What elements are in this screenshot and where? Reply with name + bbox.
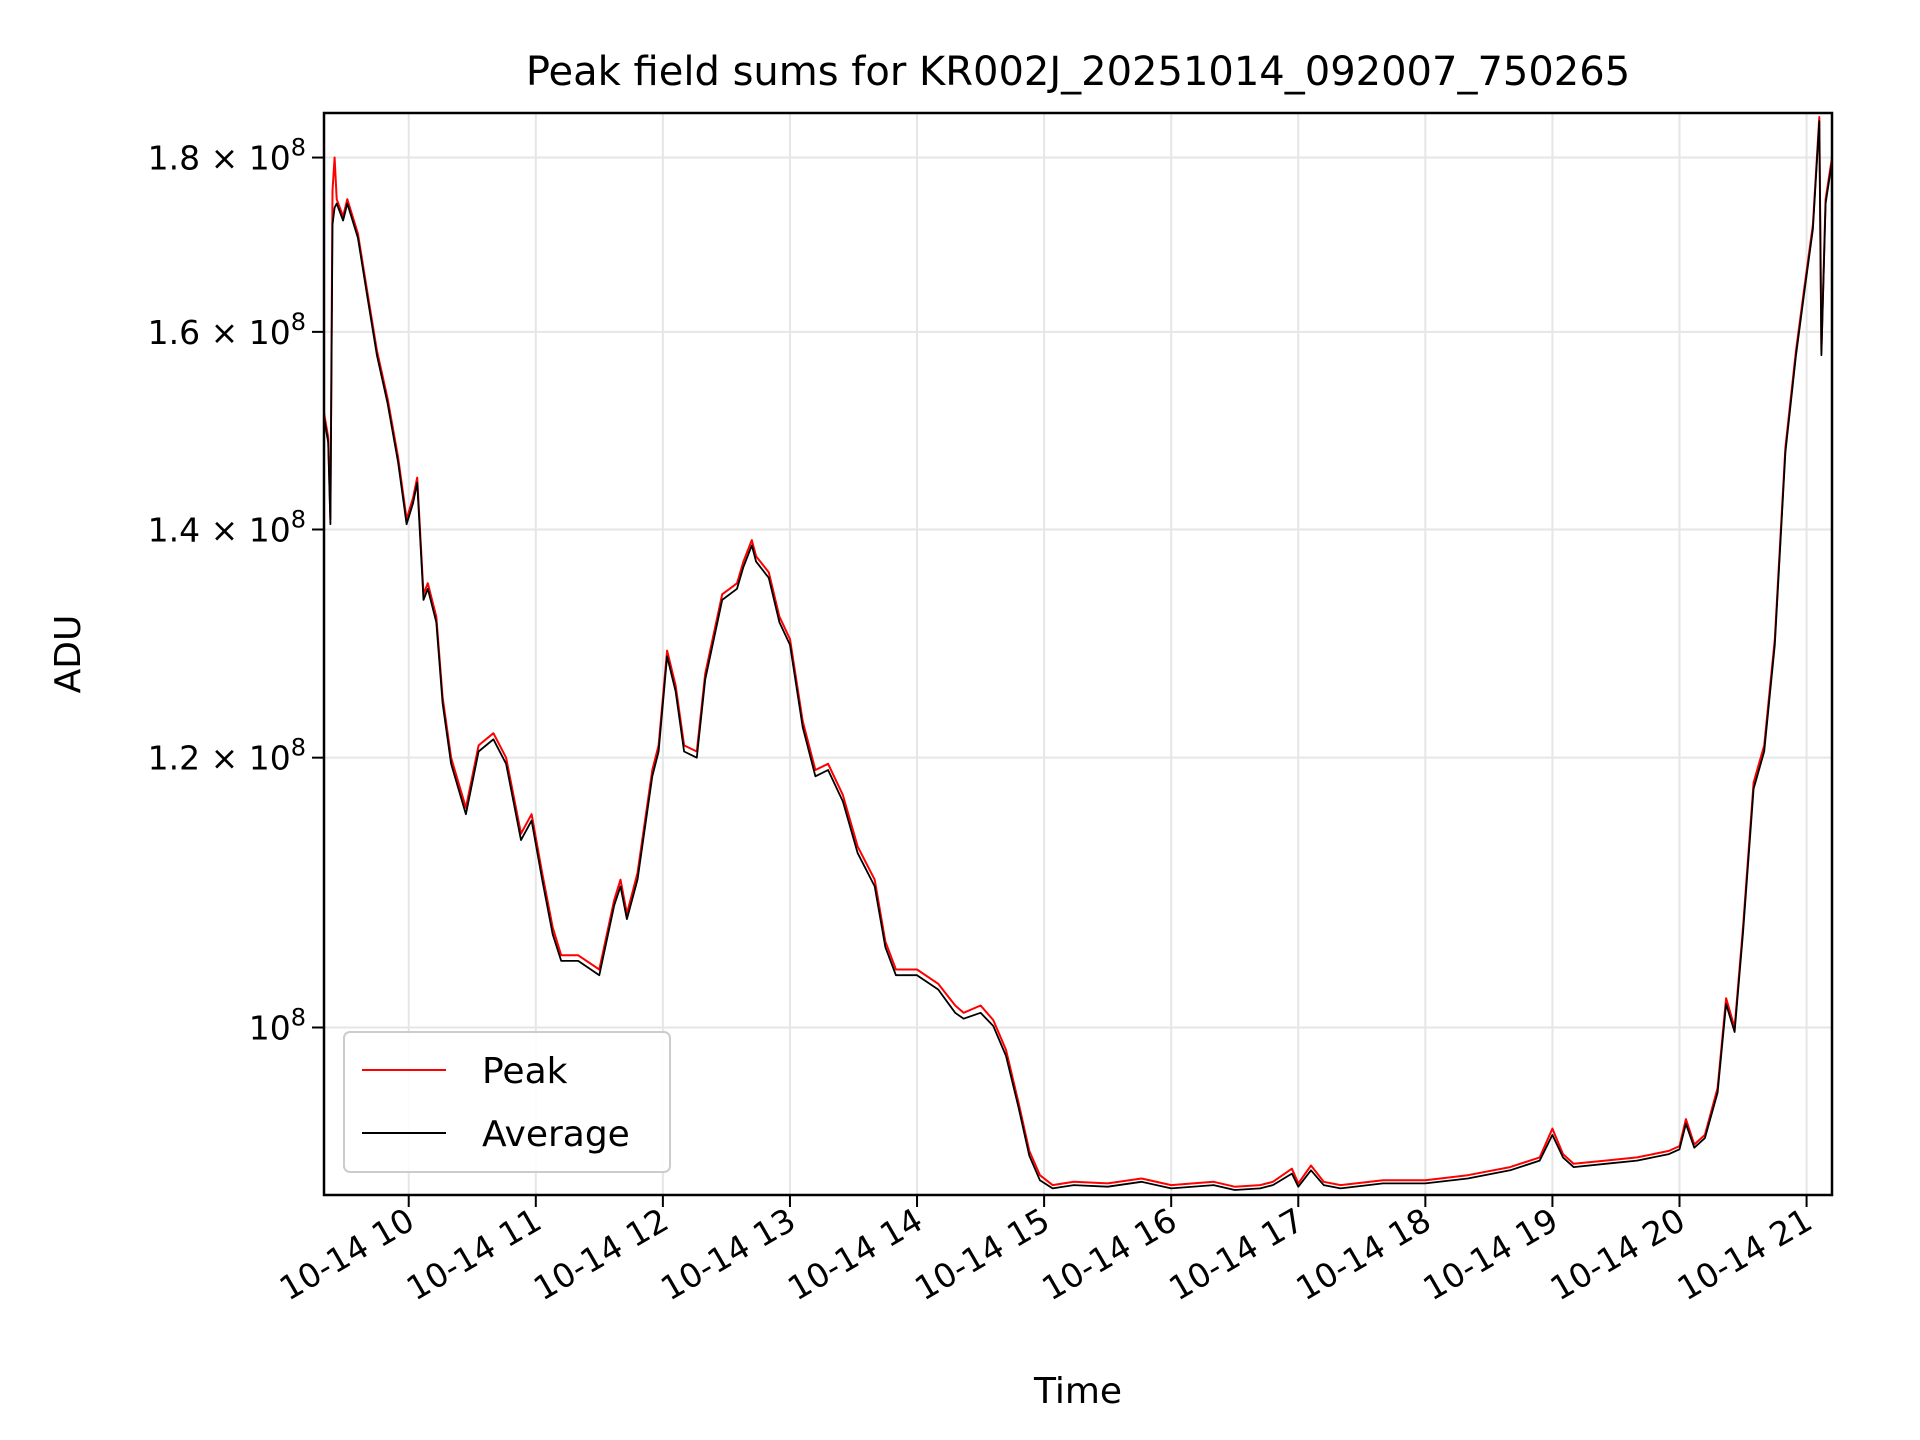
y-tick-base: 10: [249, 1009, 291, 1048]
legend-label-peak: Peak: [482, 1051, 568, 1092]
y-tick-exponent: 8: [291, 1004, 306, 1032]
y-tick-base: 1.6 × 10: [148, 313, 291, 352]
y-tick-exponent: 8: [291, 134, 306, 162]
y-tick-exponent: 8: [291, 506, 306, 534]
plot-frame: [322, 111, 1834, 1197]
y-tick-exponent: 8: [291, 308, 306, 336]
y-tick-label: 108: [249, 1004, 306, 1048]
y-tick-exponent: 8: [291, 734, 306, 762]
legend-frame: [343, 1031, 671, 1173]
y-tick-base: 1.2 × 10: [148, 739, 291, 778]
y-tick-label: 1.2 × 108: [148, 734, 306, 778]
series-line-average: [323, 120, 1833, 1191]
grid: [324, 113, 1832, 1195]
y-tick-label: 1.6 × 108: [148, 308, 306, 352]
chart-title: Peak field sums for KR002J_20251014_0920…: [526, 49, 1630, 95]
legend-label-average: Average: [482, 1114, 630, 1155]
y-tick-label: 1.8 × 108: [148, 134, 306, 178]
y-tick-label: 1.4 × 108: [148, 506, 306, 550]
y-axis-label: ADU: [48, 615, 89, 694]
plot-lines: [323, 116, 1833, 1191]
legend: Peak Average: [343, 1031, 671, 1173]
y-tick-base: 1.4 × 10: [148, 511, 291, 550]
x-axis-label: Time: [1033, 1371, 1122, 1412]
y-tick-base: 1.8 × 10: [148, 139, 291, 178]
